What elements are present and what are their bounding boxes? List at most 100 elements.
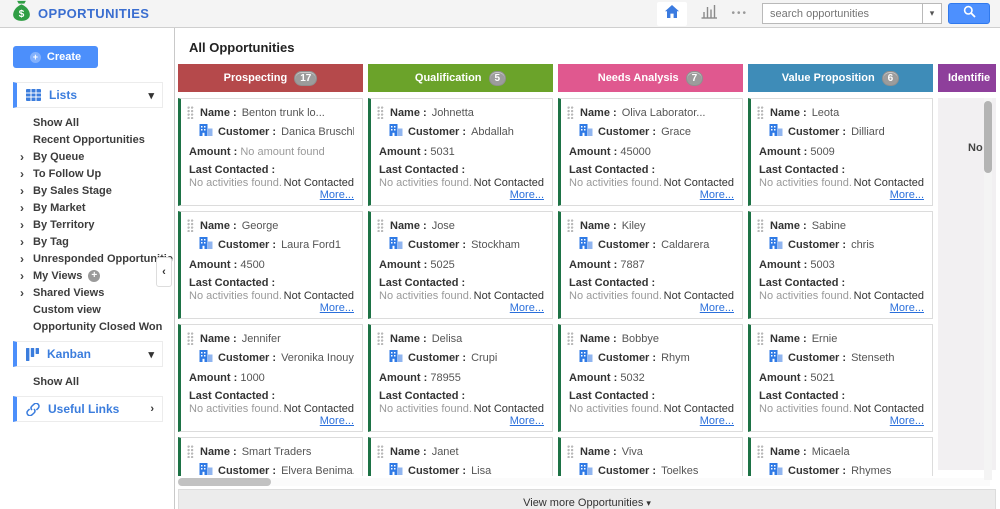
column-count-badge: 17 — [294, 70, 318, 86]
opportunity-card[interactable]: Name : Leota Customer : Dilliard Amount … — [748, 98, 933, 206]
more-link[interactable]: More... — [889, 302, 924, 314]
sidebar-section-useful-links[interactable]: Useful Links › — [13, 396, 163, 422]
more-link[interactable]: More... — [509, 302, 544, 314]
search-scope-dropdown[interactable]: ▾ — [922, 3, 942, 24]
empty-column-text: No — [968, 142, 983, 154]
sidebar-item-my-views[interactable]: › My Views — [0, 267, 174, 284]
sidebar-collapse-button[interactable]: ‹ — [156, 257, 172, 287]
opportunity-card[interactable]: Name : Benton trunk lo... Customer : Dan… — [178, 98, 363, 206]
opportunity-card[interactable]: Name : Sabine Customer : chris Amount : … — [748, 211, 933, 319]
name-label: Name : — [580, 445, 617, 458]
more-link[interactable]: More... — [889, 415, 924, 427]
create-button[interactable]: + Create — [13, 46, 98, 68]
sidebar-item-show-all[interactable]: Show All — [0, 114, 174, 131]
more-link[interactable]: More... — [699, 189, 734, 201]
amount-label: Amount : — [569, 146, 618, 158]
opportunity-card[interactable]: Name : Smart Traders Customer : Elvera B… — [178, 437, 363, 476]
sidebar-section-label: Lists — [49, 88, 78, 102]
drag-handle-icon[interactable] — [757, 332, 764, 345]
more-link[interactable]: More... — [699, 415, 734, 427]
customer-row: Customer : Toelkes — [579, 463, 734, 476]
sidebar-item-custom-view[interactable]: Custom view — [0, 301, 174, 318]
more-link[interactable]: More... — [509, 415, 544, 427]
opportunity-card[interactable]: Name : Micaela Customer : Rhymes Amount … — [748, 437, 933, 476]
search-button[interactable] — [948, 3, 990, 24]
drag-handle-icon[interactable] — [377, 219, 384, 232]
sidebar-item-by-sales-stage[interactable]: › By Sales Stage — [0, 182, 174, 199]
customer-name: Lisa — [471, 464, 492, 477]
last-contacted-label: Last Contacted : — [189, 164, 276, 176]
drag-handle-icon[interactable] — [187, 332, 194, 345]
sidebar-item-by-queue[interactable]: › By Queue — [0, 148, 174, 165]
more-link[interactable]: More... — [319, 415, 354, 427]
opportunity-card[interactable]: Name : Viva Customer : Toelkes Amount : … — [558, 437, 743, 476]
amount-row: Amount : 78955 — [379, 372, 544, 384]
drag-handle-icon[interactable] — [187, 445, 194, 458]
opportunity-card[interactable]: Name : Kiley Customer : Caldarera Amount… — [558, 211, 743, 319]
name-row: Name : Leota — [757, 106, 924, 119]
drag-handle-icon[interactable] — [187, 219, 194, 232]
more-actions-icon[interactable]: ••• — [731, 8, 748, 19]
more-link[interactable]: More... — [509, 189, 544, 201]
drag-handle-icon[interactable] — [757, 106, 764, 119]
name-row: Name : Johnetta — [377, 106, 544, 119]
horizontal-scrollbar[interactable] — [178, 478, 990, 486]
customer-name: Toelkes — [661, 464, 699, 477]
more-link[interactable]: More... — [319, 189, 354, 201]
drag-handle-icon[interactable] — [757, 445, 764, 458]
customer-label: Customer : — [598, 238, 657, 251]
drag-handle-icon[interactable] — [567, 445, 574, 458]
drag-handle-icon[interactable] — [377, 332, 384, 345]
sidebar-item-unresponded-opportunitie[interactable]: › Unresponded Opportunitie — [0, 250, 174, 267]
name-label: Name : — [770, 332, 807, 345]
drag-handle-icon[interactable] — [187, 106, 194, 119]
more-link[interactable]: More... — [319, 302, 354, 314]
opportunity-card[interactable]: Name : George Customer : Laura Ford1 Amo… — [178, 211, 363, 319]
amount-row: Amount : 5003 — [759, 259, 924, 271]
drag-handle-icon[interactable] — [567, 106, 574, 119]
sidebar-item-by-territory[interactable]: › By Territory — [0, 216, 174, 233]
opportunity-card[interactable]: Name : Johnetta Customer : Abdallah Amou… — [368, 98, 553, 206]
sidebar-item-recent-opportunities[interactable]: Recent Opportunities — [0, 131, 174, 148]
drag-handle-icon[interactable] — [757, 219, 764, 232]
customer-row: Customer : Lisa — [389, 463, 544, 476]
sidebar-item-by-tag[interactable]: › By Tag — [0, 233, 174, 250]
drag-handle-icon[interactable] — [377, 445, 384, 458]
sidebar-section-lists[interactable]: Lists ▾ — [13, 82, 163, 108]
opportunity-card[interactable]: Name : Jennifer Customer : Veronika Inou… — [178, 324, 363, 432]
amount-label: Amount : — [379, 146, 428, 158]
opportunity-card[interactable]: Name : Bobbye Customer : Rhym Amount : 5… — [558, 324, 743, 432]
opportunity-card[interactable]: Name : Jose Customer : Stockham Amount :… — [368, 211, 553, 319]
more-link[interactable]: More... — [889, 189, 924, 201]
customer-name: Dilliard — [851, 125, 885, 138]
sidebar-section-label: Kanban — [47, 347, 92, 361]
chart-button[interactable] — [700, 3, 718, 24]
sidebar-item-show-all[interactable]: Show All — [0, 373, 174, 390]
add-view-icon[interactable] — [88, 269, 101, 282]
sidebar-item-by-market[interactable]: › By Market — [0, 199, 174, 216]
vertical-scrollbar[interactable] — [984, 98, 992, 480]
module-logo[interactable]: $ OPPORTUNITIES — [0, 0, 149, 27]
sidebar-item-opportunity-closed-won[interactable]: Opportunity Closed Won — [0, 318, 174, 335]
home-button[interactable] — [657, 1, 688, 26]
sidebar-item-shared-views[interactable]: › Shared Views — [0, 284, 174, 301]
activity-row: No activities found. Not Contacted — [569, 177, 734, 189]
search-input[interactable] — [762, 3, 922, 24]
vertical-scrollbar-thumb[interactable] — [984, 101, 992, 173]
sidebar-section-kanban[interactable]: Kanban ▾ — [13, 341, 163, 367]
drag-handle-icon[interactable] — [377, 106, 384, 119]
drag-handle-icon[interactable] — [567, 332, 574, 345]
sidebar-item-to-follow-up[interactable]: › To Follow Up — [0, 165, 174, 182]
view-more-button[interactable]: View more Opportunities ▾ — [178, 489, 996, 509]
name-label: Name : — [770, 445, 807, 458]
opportunity-card[interactable]: Name : Ernie Customer : Stenseth Amount … — [748, 324, 933, 432]
column-header: Prospecting 17 — [178, 64, 363, 92]
opportunity-card[interactable]: Name : Janet Customer : Lisa Amount : La… — [368, 437, 553, 476]
horizontal-scrollbar-thumb[interactable] — [178, 478, 271, 486]
more-link[interactable]: More... — [699, 302, 734, 314]
drag-handle-icon[interactable] — [567, 219, 574, 232]
opportunity-card[interactable]: Name : Oliva Laborator... Customer : Gra… — [558, 98, 743, 206]
opportunity-name: Smart Traders — [241, 445, 312, 458]
opportunity-card[interactable]: Name : Delisa Customer : Crupi Amount : … — [368, 324, 553, 432]
sidebar-item-label: Recent Opportunities — [33, 133, 145, 146]
